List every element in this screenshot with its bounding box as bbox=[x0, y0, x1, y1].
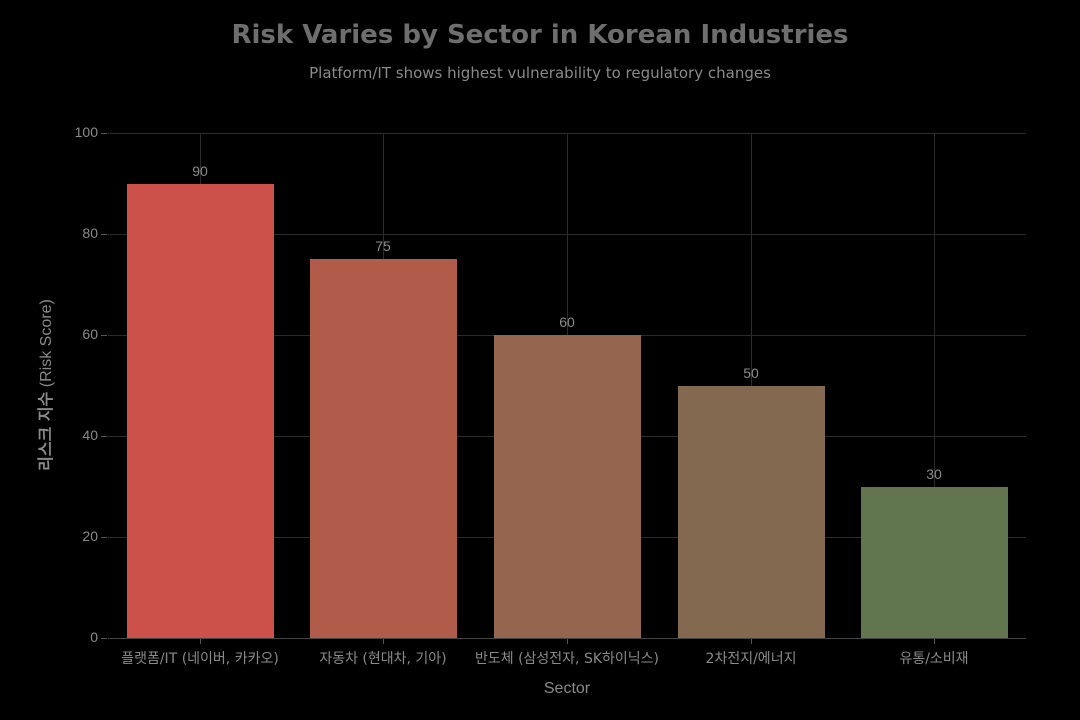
y-tick-label: 40 bbox=[82, 427, 98, 443]
x-tick-mark bbox=[934, 639, 935, 644]
bar-value-label: 75 bbox=[375, 238, 391, 255]
x-tick-label: 반도체 (삼성전자, SK하이닉스) bbox=[474, 651, 660, 667]
y-tick-mark bbox=[101, 638, 107, 639]
y-tick-mark bbox=[101, 234, 107, 235]
y-axis-title-english: (Risk Score) bbox=[38, 299, 55, 388]
y-tick-mark bbox=[101, 133, 107, 134]
bar[interactable] bbox=[677, 385, 825, 638]
chart-subtitle: Platform/IT shows highest vulnerability … bbox=[309, 64, 771, 82]
y-tick-label: 100 bbox=[74, 124, 98, 140]
x-tick-label: 유통/소비재 bbox=[899, 651, 969, 667]
x-tick-mark bbox=[567, 639, 568, 644]
bar-value-label: 50 bbox=[743, 364, 759, 381]
x-tick-label: 플랫폼/IT (네이버, 카카오) bbox=[121, 651, 279, 667]
bar[interactable] bbox=[493, 335, 641, 638]
x-gridline bbox=[934, 133, 935, 638]
y-tick-label: 0 bbox=[90, 629, 98, 645]
y-axis-title-korean: 리스크 지수 bbox=[36, 391, 55, 471]
bar-value-label: 60 bbox=[559, 314, 575, 330]
y-tick-label: 20 bbox=[82, 528, 98, 544]
bar[interactable] bbox=[126, 183, 274, 638]
y-axis-title: 리스크 지수 (Risk Score) bbox=[32, 299, 56, 471]
bar-value-label: 90 bbox=[192, 162, 208, 179]
y-tick-mark bbox=[101, 537, 107, 538]
x-tick-mark bbox=[383, 639, 384, 644]
bar[interactable] bbox=[860, 486, 1008, 638]
x-tick-mark bbox=[751, 639, 752, 644]
x-axis-title: Sector bbox=[543, 680, 591, 697]
x-axis-line bbox=[108, 638, 1026, 639]
y-tick-mark bbox=[101, 335, 107, 336]
x-tick-label: 2차전지/에너지 bbox=[705, 651, 797, 667]
plot-area: 0 20 40 60 80 100 90 75 60 50 30 bbox=[75, 124, 1026, 645]
bar[interactable] bbox=[309, 259, 457, 638]
x-tick-mark bbox=[200, 639, 201, 644]
x-tick-label: 자동차 (현대차, 기아) bbox=[319, 651, 447, 667]
bar-value-label: 30 bbox=[926, 465, 942, 482]
y-tick-mark bbox=[101, 436, 107, 437]
y-tick-label: 80 bbox=[82, 225, 98, 241]
chart-title: Risk Varies by Sector in Korean Industri… bbox=[231, 20, 849, 50]
y-tick-label: 60 bbox=[82, 326, 98, 342]
